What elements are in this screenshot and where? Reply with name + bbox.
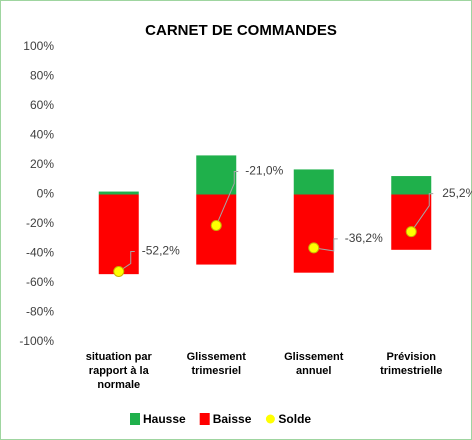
data-label: -52,2% [142, 244, 180, 258]
leader-line [118, 250, 135, 272]
y-tick-label: 20% [30, 157, 54, 171]
bar [98, 194, 139, 275]
bar [196, 155, 237, 195]
y-tick-label: 80% [30, 69, 54, 83]
legend-swatch [199, 413, 210, 425]
leader-line [215, 170, 239, 226]
dot [308, 242, 320, 254]
leader-line [410, 193, 434, 232]
y-tick-label: -80% [26, 305, 54, 319]
leader-line [313, 238, 338, 252]
bar [391, 194, 432, 250]
y-tick-label: -60% [26, 275, 54, 289]
legend-swatch [130, 413, 140, 425]
bar [391, 176, 432, 195]
x-tick-label: Glissement trimesriel [186, 351, 246, 377]
legend-label: Solde [278, 412, 311, 426]
data-label: -36,2% [345, 231, 383, 245]
y-tick-label: 0% [37, 187, 55, 201]
y-tick-label: -100% [19, 334, 54, 348]
x-tick-label: Glissement annuel [284, 351, 344, 377]
bar [293, 194, 334, 273]
y-tick-label: -40% [26, 246, 54, 260]
legend-label: Hausse [143, 412, 186, 426]
x-tick-label: situation par rapport à la normale [85, 351, 152, 391]
y-tick-label: 100% [23, 39, 54, 53]
y-tick-label: -20% [26, 216, 54, 230]
data-label: 25,2% [442, 186, 472, 200]
data-label: -21,0% [245, 164, 283, 178]
legend-label: Baisse [213, 412, 252, 426]
dot [405, 226, 417, 238]
bar [98, 191, 139, 195]
x-tick-label: Prévision trimestrielle [380, 351, 443, 377]
bar [293, 169, 334, 195]
y-tick-label: 60% [30, 98, 54, 112]
dot [113, 265, 125, 277]
y-tick-label: 40% [30, 128, 54, 142]
legend-swatch [265, 414, 275, 424]
chart-title: CARNET DE COMMANDES [145, 22, 337, 39]
dot [210, 219, 222, 231]
